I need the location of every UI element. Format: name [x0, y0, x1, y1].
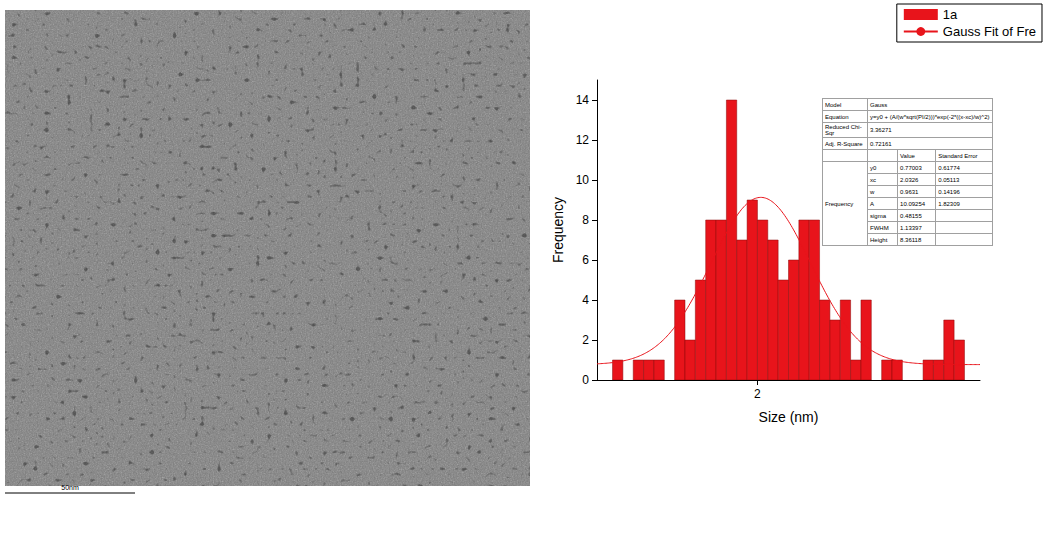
html-text:0.9631: 0.9631	[900, 188, 919, 195]
html-text:y=y0 + (A/(w*sqrt(PI/2)))*exp(: y=y0 + (A/(w*sqrt(PI/2)))*exp(-2*((x-xc)…	[870, 113, 990, 120]
svg-text:2: 2	[582, 333, 589, 347]
html-text:Standard Error: Standard Error	[938, 152, 978, 159]
html-text:0.61774: 0.61774	[938, 164, 960, 171]
html-text:Model: Model	[825, 101, 842, 108]
html-text:8.36118: 8.36118	[900, 236, 922, 243]
html-text:0.77003: 0.77003	[900, 164, 922, 171]
html-text:y0: y0	[870, 164, 877, 171]
svg-text:8: 8	[582, 213, 589, 227]
html-text:Equation: Equation	[825, 113, 849, 120]
svg-text:1a: 1a	[943, 7, 958, 22]
svg-text:0: 0	[582, 373, 589, 387]
svg-text:Frequency: Frequency	[550, 197, 566, 263]
html-text:Height: Height	[870, 236, 888, 243]
html-text:Adj. R-Square: Adj. R-Square	[825, 140, 863, 147]
svg-text:4: 4	[582, 293, 589, 307]
html-text:2.0326: 2.0326	[900, 176, 919, 183]
svg-text:12: 12	[576, 133, 590, 147]
html-text:w: w	[870, 188, 875, 195]
svg-text:14: 14	[576, 93, 590, 107]
html-text:Value: Value	[900, 152, 915, 159]
svg-text:10: 10	[576, 173, 590, 187]
svg-text:2: 2	[754, 387, 761, 401]
html-text:1.82309: 1.82309	[938, 200, 960, 207]
html-text:Reduced Chi-Sqr: Reduced Chi-Sqr	[825, 124, 862, 136]
svg-text:6: 6	[582, 253, 589, 267]
html-text:FWHM: FWHM	[870, 224, 889, 231]
html-text:Frequency: Frequency	[825, 200, 854, 207]
html-text:Gauss: Gauss	[870, 101, 888, 108]
html-text:3.36271: 3.36271	[870, 127, 892, 133]
svg-text:Size (nm): Size (nm)	[759, 409, 819, 425]
svg-text:Gauss Fit of Fre: Gauss Fit of Fre	[943, 24, 1036, 39]
html-text:sigma: sigma	[870, 212, 886, 219]
html-text:0.72161: 0.72161	[870, 140, 892, 147]
html-text:10.09254: 10.09254	[900, 200, 926, 207]
html-text:xc: xc	[870, 176, 876, 183]
html-text:0.05113: 0.05113	[938, 176, 960, 183]
html-text:1.13397: 1.13397	[900, 224, 922, 231]
html-text:0.48155: 0.48155	[900, 212, 922, 219]
svg-text:50nm: 50nm	[61, 484, 79, 491]
html-text:A: A	[870, 200, 874, 207]
html-text:0.14196: 0.14196	[938, 188, 960, 195]
